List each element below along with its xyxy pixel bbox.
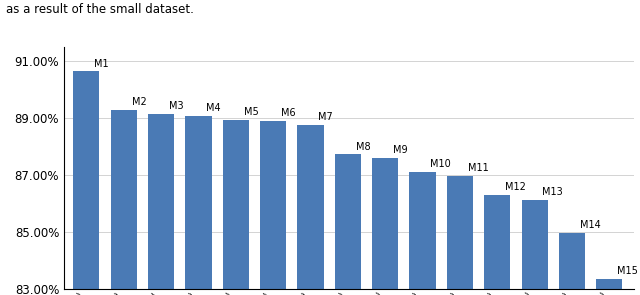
Bar [447, 176, 473, 295]
Bar [559, 233, 585, 295]
Bar [484, 195, 510, 295]
Text: M14: M14 [580, 220, 600, 230]
Text: M10: M10 [431, 159, 451, 169]
Text: M4: M4 [206, 103, 221, 113]
Text: M6: M6 [281, 108, 296, 118]
Bar [74, 71, 99, 295]
Text: M3: M3 [169, 101, 184, 111]
Bar [596, 279, 622, 295]
Bar [335, 155, 361, 295]
Bar [186, 116, 212, 295]
Text: M11: M11 [468, 163, 488, 173]
Bar [260, 121, 286, 295]
Bar [223, 120, 249, 295]
Bar [522, 200, 548, 295]
Bar [372, 158, 398, 295]
Bar [148, 114, 174, 295]
Text: M1: M1 [94, 58, 109, 68]
Text: M5: M5 [244, 107, 259, 117]
Text: M12: M12 [505, 182, 526, 192]
Text: M13: M13 [543, 187, 563, 197]
Text: as a result of the small dataset.: as a result of the small dataset. [6, 3, 195, 16]
Bar [410, 172, 436, 295]
Text: M2: M2 [132, 97, 147, 107]
Bar [111, 110, 137, 295]
Text: M9: M9 [393, 145, 408, 155]
Text: M15: M15 [617, 266, 638, 276]
Bar [298, 125, 324, 295]
Text: M8: M8 [356, 142, 371, 152]
Text: M7: M7 [318, 112, 333, 122]
